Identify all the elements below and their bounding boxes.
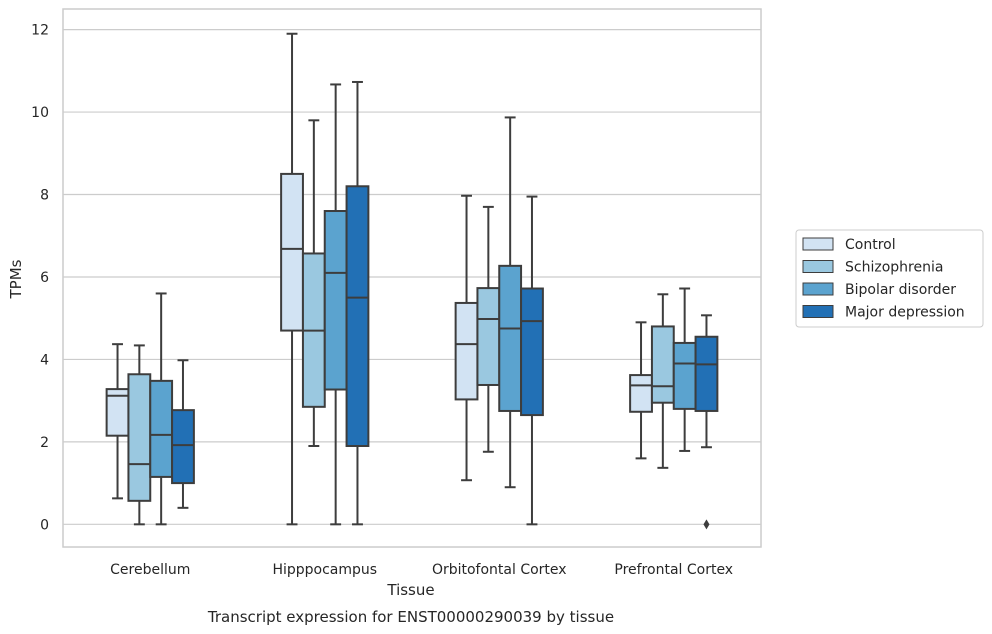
box-body [171,409,195,485]
legend-frame [795,229,984,328]
box-body [345,185,370,447]
x-tick-label: Prefrontal Cortex [614,562,733,578]
box-body [629,374,653,413]
plot-area-frame [62,8,762,548]
box-control [629,321,653,460]
box-body [694,335,719,412]
y-axis-ticks: 0 2 4 6 8 10 12 [31,23,49,534]
y-tick-label: 4 [40,352,49,368]
box-body [127,373,152,502]
box-major-depression [694,314,719,530]
legend-swatch [802,260,834,273]
x-axis-label: Tissue [386,581,434,599]
box-body [520,287,544,417]
box-schizophrenia [301,119,326,447]
legend-label: Bipolar disorder [845,282,956,298]
legend-swatch [802,282,834,296]
y-tick-label: 8 [40,188,49,204]
chart-caption: Transcript expression for ENST0000029003… [207,608,614,626]
y-axis-label: TPMs [7,259,25,299]
box-body [149,379,174,478]
box-bipolar-disorder [323,83,348,526]
x-tick-label: Orbitofontal Cortex [432,562,567,578]
box-body [672,341,697,410]
box-schizophrenia [650,293,675,469]
box-control [454,194,479,482]
legend-label: Control [845,237,896,253]
x-axis-ticks: Cerebellum Hipppocampus Orbitofontal Corte… [110,562,733,578]
y-tick-label: 10 [31,105,49,121]
box-control [280,32,304,526]
outlier-point [703,519,710,530]
legend: Control Schizophrenia Bipolar disorder Majo… [795,229,984,328]
box-major-depression [520,195,544,526]
legend-label: Major depression [845,305,965,321]
box-control [105,343,130,500]
y-tick-label: 6 [40,270,49,286]
box-body [476,287,501,386]
box-body [650,325,675,404]
box-bipolar-disorder [149,292,174,526]
y-tick-label: 2 [40,435,49,451]
box-body [498,264,523,412]
box-bipolar-disorder [498,116,523,489]
x-tick-label: Cerebellum [110,562,190,578]
x-tick-label: Hipppocampus [272,562,377,578]
legend-label: Schizophrenia [845,260,943,276]
box-body [323,210,348,391]
box-major-depression [345,80,370,526]
box-major-depression [171,359,195,509]
legend-swatch [802,305,834,318]
legend-swatch [802,237,834,251]
box-body [280,172,304,332]
y-tick-label: 12 [31,23,49,39]
y-tick-label: 0 [40,517,49,533]
box-body [454,301,479,401]
boxes [105,32,719,530]
